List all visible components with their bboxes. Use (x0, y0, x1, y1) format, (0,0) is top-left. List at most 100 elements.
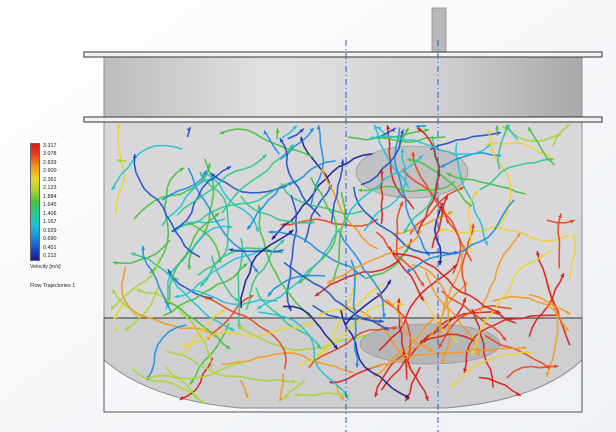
flow-arrowhead (321, 169, 325, 173)
flow-trajectory (200, 247, 284, 287)
flow-trajectory (347, 129, 430, 141)
flow-arrowhead (220, 309, 225, 314)
flow-arrowhead (113, 314, 118, 319)
flow-arrowhead (416, 125, 421, 130)
flow-arrowhead (200, 172, 204, 177)
flow-arrowhead (200, 399, 204, 404)
flow-arrowhead (287, 306, 292, 311)
flow-trajectory (409, 186, 465, 235)
flow-trajectory (528, 294, 571, 315)
flow-trajectory (446, 172, 526, 195)
flow-trajectory (552, 124, 570, 147)
flow-trajectory (402, 168, 449, 224)
flow-trajectory (363, 148, 407, 232)
flow-trajectory (454, 142, 489, 246)
flow-trajectory (437, 226, 570, 242)
flow-trajectory (479, 158, 554, 191)
flow-trajectory (228, 248, 284, 253)
flow-arrowhead (111, 305, 115, 310)
flow-arrowhead (257, 205, 262, 210)
flow-trajectory (380, 168, 384, 224)
flow-arrowhead (114, 327, 119, 332)
legend-tick: 2.123 (43, 185, 57, 192)
flow-arrowhead (560, 273, 565, 278)
flow-arrowhead (257, 305, 262, 309)
flow-arrowhead (269, 230, 273, 235)
flow-arrowhead (316, 125, 321, 130)
flow-arrowhead (247, 225, 252, 230)
flow-arrowhead (404, 248, 408, 253)
flow-arrowhead (461, 246, 466, 250)
flow-arrowhead (141, 246, 146, 250)
flow-trajectory (258, 311, 349, 400)
flow-trajectory (568, 234, 577, 280)
flow-arrowhead (180, 395, 185, 400)
flow-trajectory (165, 366, 199, 400)
flow-arrowhead (340, 160, 345, 164)
flow-arrowhead (569, 219, 574, 224)
flow-arrowhead (452, 265, 457, 269)
flow-trajectory (485, 335, 551, 370)
flow-arrowhead (536, 251, 540, 256)
flow-trajectory (430, 131, 502, 151)
flow-trajectory (320, 168, 378, 250)
flow-arrowhead (315, 292, 320, 296)
flow-arrowhead (112, 289, 117, 294)
flow-arrowhead (494, 125, 499, 130)
flow-trajectory (176, 154, 267, 216)
flow-arrowhead (309, 322, 314, 327)
flow-arrowhead (424, 396, 429, 401)
flow-arrowhead (528, 127, 532, 132)
flow-arrowhead (484, 241, 488, 245)
flow-arrowhead (571, 234, 576, 239)
flow-arrowhead (272, 235, 277, 239)
flow-trajectory (279, 373, 284, 402)
flow-arrowhead (516, 392, 521, 397)
flow-arrowhead (420, 281, 424, 286)
flow-trajectory (372, 314, 440, 377)
flow-trajectory (111, 144, 183, 191)
legend-tick: 2.600 (43, 168, 57, 175)
flow-trajectory (478, 376, 521, 397)
flow-trajectory (237, 325, 367, 352)
flow-arrowhead (348, 369, 353, 374)
flow-arrowhead (289, 144, 293, 149)
flow-trajectory (496, 124, 509, 170)
flow-arrowhead (202, 170, 207, 175)
flow-arrowhead (451, 382, 456, 386)
flow-trajectory (179, 357, 214, 401)
flow-trajectory (433, 202, 443, 266)
flow-arrowhead (280, 138, 284, 143)
flow-arrowhead (424, 128, 429, 133)
flow-arrowhead (275, 129, 280, 133)
flow-trajectory (147, 361, 245, 380)
flow-trajectory (268, 231, 366, 279)
legend-tick: 0.929 (43, 227, 57, 234)
flow-arrowhead (399, 202, 404, 207)
flow-trajectory (478, 232, 521, 314)
flow-trajectory (471, 250, 552, 356)
legend-tick: 1.406 (43, 210, 57, 217)
flow-trajectory (133, 153, 201, 258)
flow-trajectory (166, 350, 297, 383)
middle-rim (83, 116, 603, 123)
flow-arrowhead (284, 394, 288, 399)
flow-arrowhead (554, 364, 558, 369)
flow-trajectory (394, 127, 431, 257)
flow-arrowhead (229, 248, 233, 253)
flow-trajectory (374, 352, 407, 398)
flow-arrowhead (340, 396, 344, 400)
flow-trajectory (506, 365, 559, 379)
flow-arrowhead (473, 190, 478, 195)
legend-tick: 2.361 (43, 176, 57, 183)
legend-caption: Flow Trajectories 1 (30, 283, 76, 289)
flow-arrowhead (288, 230, 293, 235)
flow-trajectory (286, 160, 336, 186)
flow-trajectory (165, 225, 233, 310)
flow-trajectory (245, 239, 285, 310)
flow-trajectory (246, 185, 281, 230)
flow-arrowhead (418, 155, 423, 160)
velocity-legend: 3.317 3.078 2.839 2.600 2.361 2.123 1.884 1.645… (30, 143, 100, 293)
flow-trajectory (467, 189, 479, 252)
flow-trajectory (174, 179, 300, 230)
